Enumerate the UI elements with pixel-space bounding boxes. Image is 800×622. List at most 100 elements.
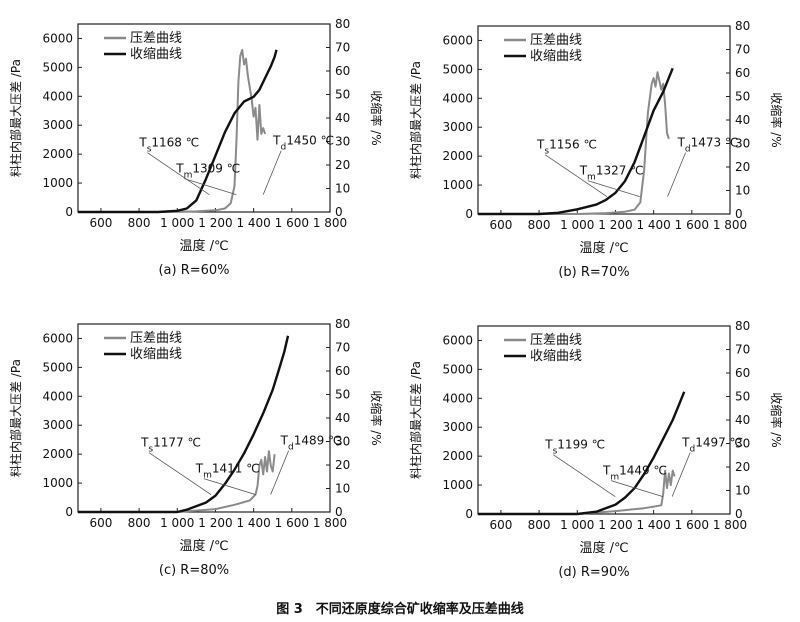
y-left-axis-label: 料柱内部最大压差 /Pa — [408, 361, 423, 479]
y-right-tick-label: 60 — [735, 66, 750, 80]
y-left-tick-label: 5000 — [42, 60, 73, 74]
y-left-tick-label: 3000 — [42, 118, 73, 132]
plot-frame — [477, 325, 731, 515]
shrinkage-curve — [478, 391, 686, 516]
y-right-tick-label: 50 — [335, 388, 350, 402]
legend-shrink-label: 收缩曲线 — [530, 48, 582, 64]
annotation-arrow — [203, 478, 256, 496]
y-left-tick-label: 6000 — [442, 33, 473, 47]
x-tick-label: 1 200 — [598, 518, 632, 532]
y-right-tick-label: 80 — [735, 319, 750, 333]
y-right-tick-label: 80 — [735, 19, 750, 33]
x-tick-label: 1 400 — [236, 216, 270, 230]
y-right-tick-label: 0 — [735, 507, 743, 521]
y-left-tick-label: 2000 — [42, 147, 73, 161]
figure-caption: 图 3 不同还原度综合矿收缩率及压差曲线 — [276, 602, 524, 617]
annotation-td: Td1489 ℃ — [280, 434, 342, 453]
annotation-arrow — [587, 180, 640, 198]
y-right-tick-label: 0 — [335, 505, 343, 519]
annotation-arrow — [184, 178, 237, 196]
y-left-tick-label: 5000 — [442, 362, 473, 376]
x-tick-label: 1 400 — [636, 518, 670, 532]
annotation-arrow — [553, 454, 616, 497]
y-right-tick-label: 50 — [735, 390, 750, 404]
annotation-ts: Ts1199 ℃ — [544, 438, 605, 457]
y-left-tick-label: 2000 — [442, 449, 473, 463]
legend-pressure-label: 压差曲线 — [530, 333, 582, 348]
x-tick-label: 800 — [128, 216, 151, 230]
x-tick-label: 1 200 — [198, 216, 232, 230]
x-tick-label: 600 — [89, 216, 112, 230]
y-right-tick-label: 10 — [735, 184, 750, 198]
y-left-tick-label: 0 — [465, 507, 473, 521]
y-left-axis-label: 料柱内部最大压差 /Pa — [8, 59, 23, 177]
pressure-curve — [78, 49, 267, 213]
x-tick-label: 1 000 — [560, 518, 594, 532]
annotation-arrow — [270, 450, 289, 495]
pressure-curve — [478, 469, 676, 515]
annotation-td: Td1473 ℃ — [677, 136, 739, 155]
x-axis-label: 温度 /℃ — [579, 540, 628, 556]
panel-caption: (c) R=80% — [159, 563, 229, 578]
chart-svg-a: 600 800 1 000 1 200 1 400 1 600 1 800010002000… — [8, 17, 384, 278]
y-right-tick-label: 30 — [335, 435, 350, 449]
plot-frame — [77, 323, 331, 513]
y-left-tick-label: 2000 — [42, 447, 73, 461]
y-right-tick-label: 40 — [335, 411, 350, 425]
annotation-arrow — [147, 152, 210, 195]
y-left-tick-label: 3000 — [442, 120, 473, 134]
shrinkage-curve — [478, 67, 674, 216]
y-right-tick-label: 20 — [335, 158, 350, 172]
y-right-tick-label: 70 — [735, 343, 750, 357]
x-tick-label: 1 600 — [675, 218, 709, 232]
legend-shrink-label: 收缩曲线 — [130, 46, 182, 62]
x-tick-label: 1 800 — [313, 216, 347, 230]
annotation-tm: Tm1449 ℃ — [602, 464, 667, 483]
y-left-tick-label: 2000 — [442, 149, 473, 163]
y-right-tick-label: 70 — [735, 43, 750, 57]
x-axis-label: 温度 /℃ — [179, 538, 228, 554]
y-right-tick-label: 80 — [335, 317, 350, 331]
legend-pressure-label: 压差曲线 — [530, 33, 582, 48]
y-left-tick-label: 6000 — [42, 331, 73, 345]
x-tick-label: 1 200 — [198, 516, 232, 530]
annotation-arrow — [148, 452, 212, 495]
x-tick-label: 600 — [89, 516, 112, 530]
x-tick-label: 1 400 — [636, 218, 670, 232]
annotation-tm: Tm1309 ℃ — [175, 162, 240, 181]
x-tick-label: 600 — [489, 518, 512, 532]
x-tick-label: 1 400 — [236, 516, 270, 530]
y-left-tick-label: 6000 — [442, 333, 473, 347]
x-tick-label: 800 — [528, 218, 551, 232]
y-right-tick-label: 20 — [735, 160, 750, 174]
pressure-curve — [478, 71, 670, 215]
y-left-axis-label: 料柱内部最大压差 /Pa — [8, 359, 23, 477]
y-right-tick-label: 60 — [735, 366, 750, 380]
y-right-tick-label: 30 — [735, 137, 750, 151]
pressure-curve — [78, 450, 276, 513]
y-right-tick-label: 70 — [335, 41, 350, 55]
annotation-ts: Ts1156 ℃ — [536, 138, 597, 157]
x-tick-label: 1 000 — [160, 516, 194, 530]
y-left-tick-label: 5000 — [42, 360, 73, 374]
y-left-tick-label: 3000 — [442, 420, 473, 434]
shrinkage-curve — [78, 49, 278, 214]
y-left-tick-label: 6000 — [42, 31, 73, 45]
y-left-axis-label: 料柱内部最大压差 /Pa — [408, 61, 423, 179]
y-right-tick-label: 50 — [735, 90, 750, 104]
y-right-tick-label: 40 — [735, 413, 750, 427]
legend-pressure-label: 压差曲线 — [130, 31, 182, 46]
chart-svg-c: 600 800 1 000 1 200 1 400 1 600 1 800010002000… — [8, 317, 384, 578]
y-right-tick-label: 60 — [335, 364, 350, 378]
panel-caption: (d) R=90% — [558, 565, 629, 580]
y-left-tick-label: 1000 — [42, 476, 73, 490]
y-left-tick-label: 0 — [465, 207, 473, 221]
y-right-axis-label: 收缩率 /% — [369, 90, 384, 145]
x-tick-label: 1 800 — [713, 218, 747, 232]
x-tick-label: 600 — [489, 218, 512, 232]
y-right-tick-label: 30 — [335, 135, 350, 149]
chart-panel-b: 600 800 1 000 1 200 1 400 1 600 1 800 0 1000 2000… — [400, 2, 800, 302]
y-left-tick-label: 1000 — [442, 478, 473, 492]
y-right-tick-label: 10 — [335, 482, 350, 496]
shrinkage-curve — [78, 335, 290, 514]
